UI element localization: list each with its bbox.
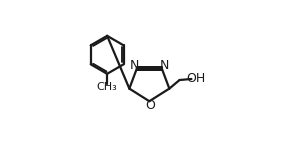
Text: N: N bbox=[130, 59, 139, 72]
Text: OH: OH bbox=[186, 72, 205, 85]
Text: O: O bbox=[145, 99, 155, 112]
Text: N: N bbox=[160, 59, 169, 72]
Text: CH₃: CH₃ bbox=[97, 83, 118, 92]
